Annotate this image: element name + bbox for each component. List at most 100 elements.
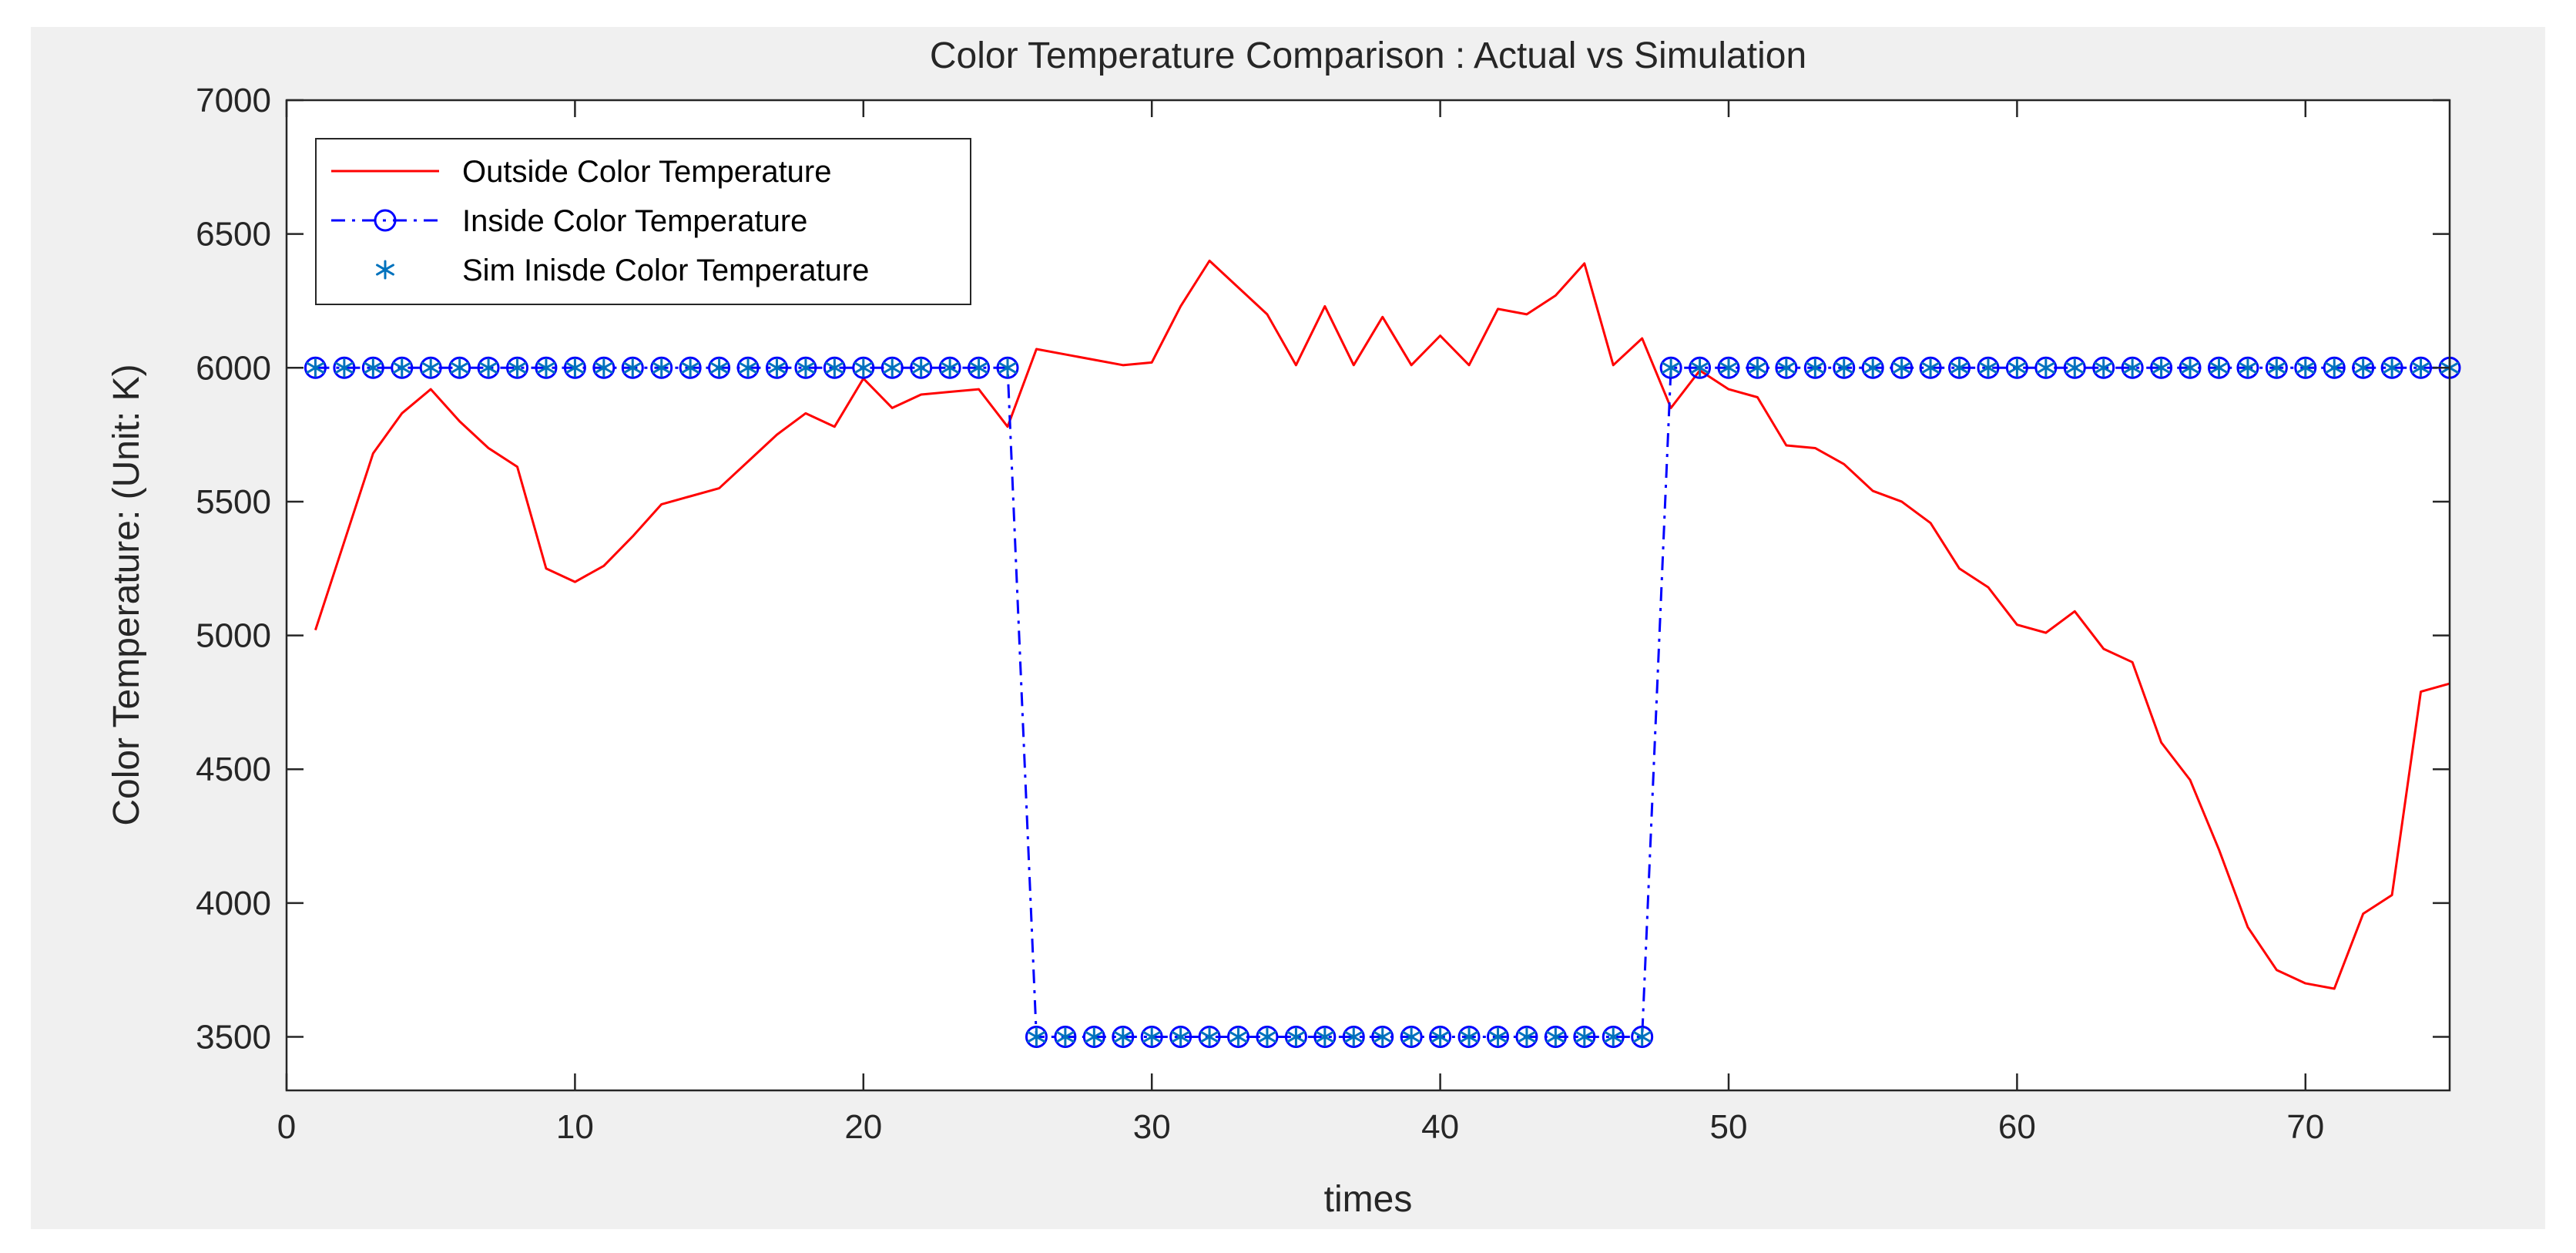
asterisk-stroke — [1286, 1030, 1306, 1043]
data-point — [2380, 356, 2403, 379]
data-point — [2209, 358, 2229, 378]
asterisk-stroke — [681, 361, 700, 374]
asterisk-stroke — [2411, 361, 2430, 374]
asterisk-stroke — [1229, 1030, 1248, 1043]
data-point — [304, 356, 327, 379]
data-point — [1200, 1027, 1219, 1047]
y-tick-label: 6500 — [196, 216, 271, 254]
data-point — [650, 356, 673, 379]
data-point — [2323, 356, 2346, 379]
legend-entry: Inside Color Temperature — [331, 204, 807, 238]
data-point — [535, 356, 558, 379]
data-point — [1833, 356, 1856, 379]
data-point — [1371, 1026, 1394, 1049]
asterisk-stroke — [825, 361, 844, 374]
data-point — [1198, 1026, 1221, 1049]
data-point — [1575, 1027, 1594, 1047]
data-point — [1863, 358, 1883, 378]
asterisk-stroke — [2209, 361, 2229, 374]
asterisk-stroke — [1373, 1030, 1392, 1043]
y-tick-label: 4500 — [196, 751, 271, 788]
legend-entry: Sim Inisde Color Temperature — [376, 254, 869, 287]
data-point — [941, 358, 960, 378]
data-point — [306, 358, 325, 378]
data-point — [1632, 1027, 1652, 1047]
data-point — [2034, 356, 2058, 379]
asterisk-stroke — [376, 264, 394, 276]
asterisk-stroke — [1979, 361, 1997, 374]
data-point — [1256, 1026, 1279, 1049]
asterisk-stroke — [1488, 1030, 1508, 1043]
data-point — [1544, 1026, 1567, 1049]
data-point — [1919, 356, 1942, 379]
data-point — [1488, 1027, 1508, 1047]
data-point — [796, 358, 815, 378]
legend-label: Inside Color Temperature — [462, 204, 807, 238]
data-point — [1604, 1027, 1623, 1047]
data-point — [825, 358, 844, 378]
data-point — [1748, 358, 1767, 378]
data-point — [2152, 358, 2171, 378]
data-point — [1948, 356, 1971, 379]
asterisk-stroke — [1200, 1030, 1219, 1043]
data-point — [1662, 358, 1681, 378]
asterisk-stroke — [1806, 361, 1825, 374]
data-point — [621, 356, 644, 379]
asterisk-stroke — [739, 361, 757, 374]
data-point — [364, 358, 383, 378]
data-point — [1284, 1026, 1307, 1049]
data-point — [2092, 356, 2115, 379]
data-point — [1457, 1026, 1481, 1049]
asterisk-stroke — [796, 361, 815, 374]
asterisk-stroke — [998, 361, 1017, 374]
data-point — [1313, 1026, 1337, 1049]
data-point — [1055, 1027, 1075, 1047]
asterisk-stroke — [1085, 1030, 1104, 1043]
asterisk-stroke — [1834, 361, 1853, 374]
data-point — [1113, 1027, 1132, 1047]
asterisk-stroke — [364, 361, 383, 374]
asterisk-stroke — [2094, 361, 2113, 374]
data-point — [563, 356, 586, 379]
data-point — [1775, 356, 1798, 379]
data-point — [1342, 1026, 1365, 1049]
data-point — [739, 358, 757, 378]
x-tick-label: 30 — [1133, 1108, 1171, 1146]
data-point — [794, 356, 817, 379]
data-point — [2265, 356, 2288, 379]
asterisk-stroke — [1055, 1030, 1075, 1043]
data-point — [1085, 1027, 1104, 1047]
x-tick-label: 50 — [1710, 1108, 1748, 1146]
data-point — [1659, 356, 1682, 379]
data-point — [479, 358, 498, 378]
data-point — [1315, 1027, 1334, 1047]
data-point — [2352, 356, 2375, 379]
asterisk-stroke — [2123, 361, 2142, 374]
data-point — [419, 356, 442, 379]
data-point — [1054, 1026, 1077, 1049]
legend-entries: Outside Color Temperature Inside Color Te… — [331, 155, 869, 287]
data-point — [2005, 356, 2028, 379]
asterisk-stroke — [1546, 1030, 1565, 1043]
data-point — [1486, 1026, 1509, 1049]
data-point — [565, 358, 585, 378]
data-point — [421, 358, 441, 378]
asterisk-stroke — [767, 361, 787, 374]
asterisk-stroke — [306, 361, 325, 374]
data-point — [1950, 358, 1969, 378]
data-point — [1400, 1026, 1423, 1049]
data-point — [2150, 356, 2173, 379]
asterisk-stroke — [2065, 361, 2085, 374]
asterisk-stroke — [2181, 361, 2199, 374]
data-point — [1546, 1027, 1565, 1047]
data-point — [1834, 358, 1853, 378]
asterisk-stroke — [1575, 1030, 1594, 1043]
x-tick-label: 20 — [844, 1108, 882, 1146]
data-point — [623, 358, 642, 378]
asterisk-stroke — [941, 361, 960, 374]
asterisk-stroke — [537, 361, 555, 374]
data-point — [392, 358, 411, 378]
asterisk-stroke — [1142, 1030, 1162, 1043]
